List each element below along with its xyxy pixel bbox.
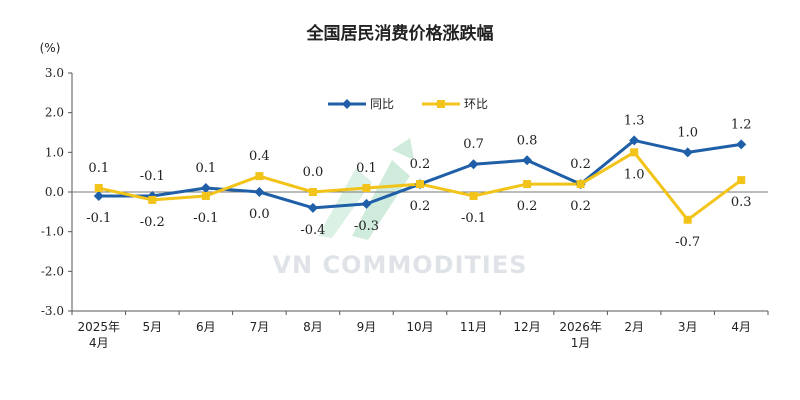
legend-yoy-diamond-icon bbox=[342, 99, 352, 109]
x-tick-label: 7月 bbox=[250, 320, 270, 334]
data-label-mom: 0.1 bbox=[356, 161, 377, 176]
marker-mom bbox=[737, 176, 746, 185]
marker-yoy bbox=[629, 135, 640, 146]
marker-mom bbox=[630, 148, 639, 157]
marker-yoy bbox=[682, 147, 693, 158]
x-tick-label: 10月 bbox=[406, 320, 433, 334]
marker-yoy bbox=[307, 202, 318, 213]
x-tick-label: 8月 bbox=[303, 320, 323, 334]
data-label-yoy: 0.2 bbox=[410, 157, 431, 172]
y-tick-label: -2.0 bbox=[41, 264, 64, 278]
data-label-mom: -0.1 bbox=[193, 211, 218, 226]
data-label-mom: 0.1 bbox=[88, 161, 109, 176]
x-tick-label: 2026年 bbox=[559, 320, 602, 334]
x-tick-label: 2月 bbox=[624, 320, 644, 334]
marker-mom bbox=[201, 191, 210, 200]
data-label-yoy: 0.8 bbox=[517, 133, 538, 148]
y-tick-label: 1.0 bbox=[45, 145, 64, 159]
watermark-text: VN COMMODITIES bbox=[272, 251, 527, 279]
legend-item-yoy: 同比 bbox=[328, 97, 394, 111]
data-label-mom: 1.0 bbox=[624, 167, 645, 182]
data-label-yoy: 0.2 bbox=[570, 157, 591, 172]
legend-mom-square-icon bbox=[437, 100, 445, 108]
x-tick-label: 11月 bbox=[460, 320, 487, 334]
marker-mom bbox=[255, 172, 264, 181]
marker-mom bbox=[148, 195, 157, 204]
data-label-mom: -0.1 bbox=[461, 211, 486, 226]
legend-yoy-label: 同比 bbox=[370, 97, 394, 111]
marker-mom bbox=[362, 184, 371, 193]
marker-mom bbox=[683, 215, 692, 224]
data-label-yoy: 1.2 bbox=[731, 117, 752, 132]
marker-yoy bbox=[522, 155, 533, 166]
data-label-mom: 0.4 bbox=[249, 149, 270, 164]
data-labels: -0.1 0.1 -0.1 -0.2 0.1 -0.1 0.0 0.4 -0.4 0.0 -0.3 0… bbox=[86, 113, 751, 249]
data-label-mom: 0.2 bbox=[570, 199, 591, 214]
marker-yoy bbox=[93, 190, 104, 201]
x-tick-label: 6月 bbox=[196, 320, 216, 334]
marker-yoy bbox=[468, 159, 479, 170]
data-label-yoy: 0.1 bbox=[196, 161, 217, 176]
y-tick-label: 0.0 bbox=[45, 185, 64, 199]
marker-mom bbox=[308, 188, 317, 196]
series-markers bbox=[93, 135, 747, 224]
data-label-yoy: 1.0 bbox=[677, 125, 698, 140]
y-tick-label: 3.0 bbox=[45, 66, 64, 80]
legend-item-mom: 环比 bbox=[422, 97, 488, 111]
marker-mom bbox=[416, 180, 424, 189]
data-label-yoy: 0.7 bbox=[463, 137, 484, 152]
data-label-mom: 0.3 bbox=[731, 195, 752, 210]
y-tick-label: -3.0 bbox=[41, 304, 64, 318]
data-label-mom: 0.0 bbox=[303, 165, 324, 180]
data-label-mom: 0.2 bbox=[517, 199, 538, 214]
marker-yoy bbox=[736, 139, 747, 150]
data-label-yoy: 0.0 bbox=[249, 207, 270, 222]
marker-yoy bbox=[200, 183, 211, 194]
data-label-mom: -0.7 bbox=[675, 235, 700, 250]
marker-mom bbox=[576, 180, 585, 189]
x-tick-label: 4月 bbox=[731, 320, 751, 334]
x-tick-label: 2025年 bbox=[77, 320, 120, 334]
x-axis-ticks: 2025年 4月 5月 6月 7月 8月 9月 10月 11月 12月 2026年 1月 2月 3月 4月 bbox=[71, 311, 769, 350]
data-label-yoy: -0.1 bbox=[86, 211, 111, 226]
x-tick-label: 12月 bbox=[513, 320, 540, 334]
marker-mom bbox=[94, 184, 103, 193]
chart-title: 全国居民消费价格涨跌幅 bbox=[306, 23, 494, 44]
y-axis-ticks: 3.0 2.0 1.0 0.0 -1.0 -2.0 -3.0 bbox=[41, 66, 72, 318]
y-tick-label: -1.0 bbox=[41, 225, 64, 239]
legend-mom-label: 环比 bbox=[464, 97, 488, 111]
legend: 同比 环比 bbox=[328, 97, 488, 111]
data-label-yoy: -0.3 bbox=[354, 219, 379, 234]
x-tick-label: 4月 bbox=[89, 336, 109, 350]
data-label-yoy: -0.4 bbox=[300, 223, 325, 238]
data-label-yoy: 1.3 bbox=[624, 113, 645, 128]
x-tick-label: 1月 bbox=[571, 336, 591, 350]
marker-yoy bbox=[361, 198, 372, 209]
data-label-yoy: -0.1 bbox=[140, 169, 165, 184]
y-axis-unit: (%) bbox=[40, 41, 61, 55]
marker-mom bbox=[469, 191, 478, 200]
data-label-mom: 0.2 bbox=[410, 199, 431, 214]
data-label-mom: -0.2 bbox=[140, 215, 165, 230]
marker-mom bbox=[523, 180, 532, 189]
x-tick-label: 3月 bbox=[678, 320, 698, 334]
marker-yoy bbox=[254, 187, 265, 197]
x-tick-label: 5月 bbox=[142, 320, 162, 334]
y-tick-label: 2.0 bbox=[45, 106, 64, 120]
x-tick-label: 9月 bbox=[357, 320, 377, 334]
